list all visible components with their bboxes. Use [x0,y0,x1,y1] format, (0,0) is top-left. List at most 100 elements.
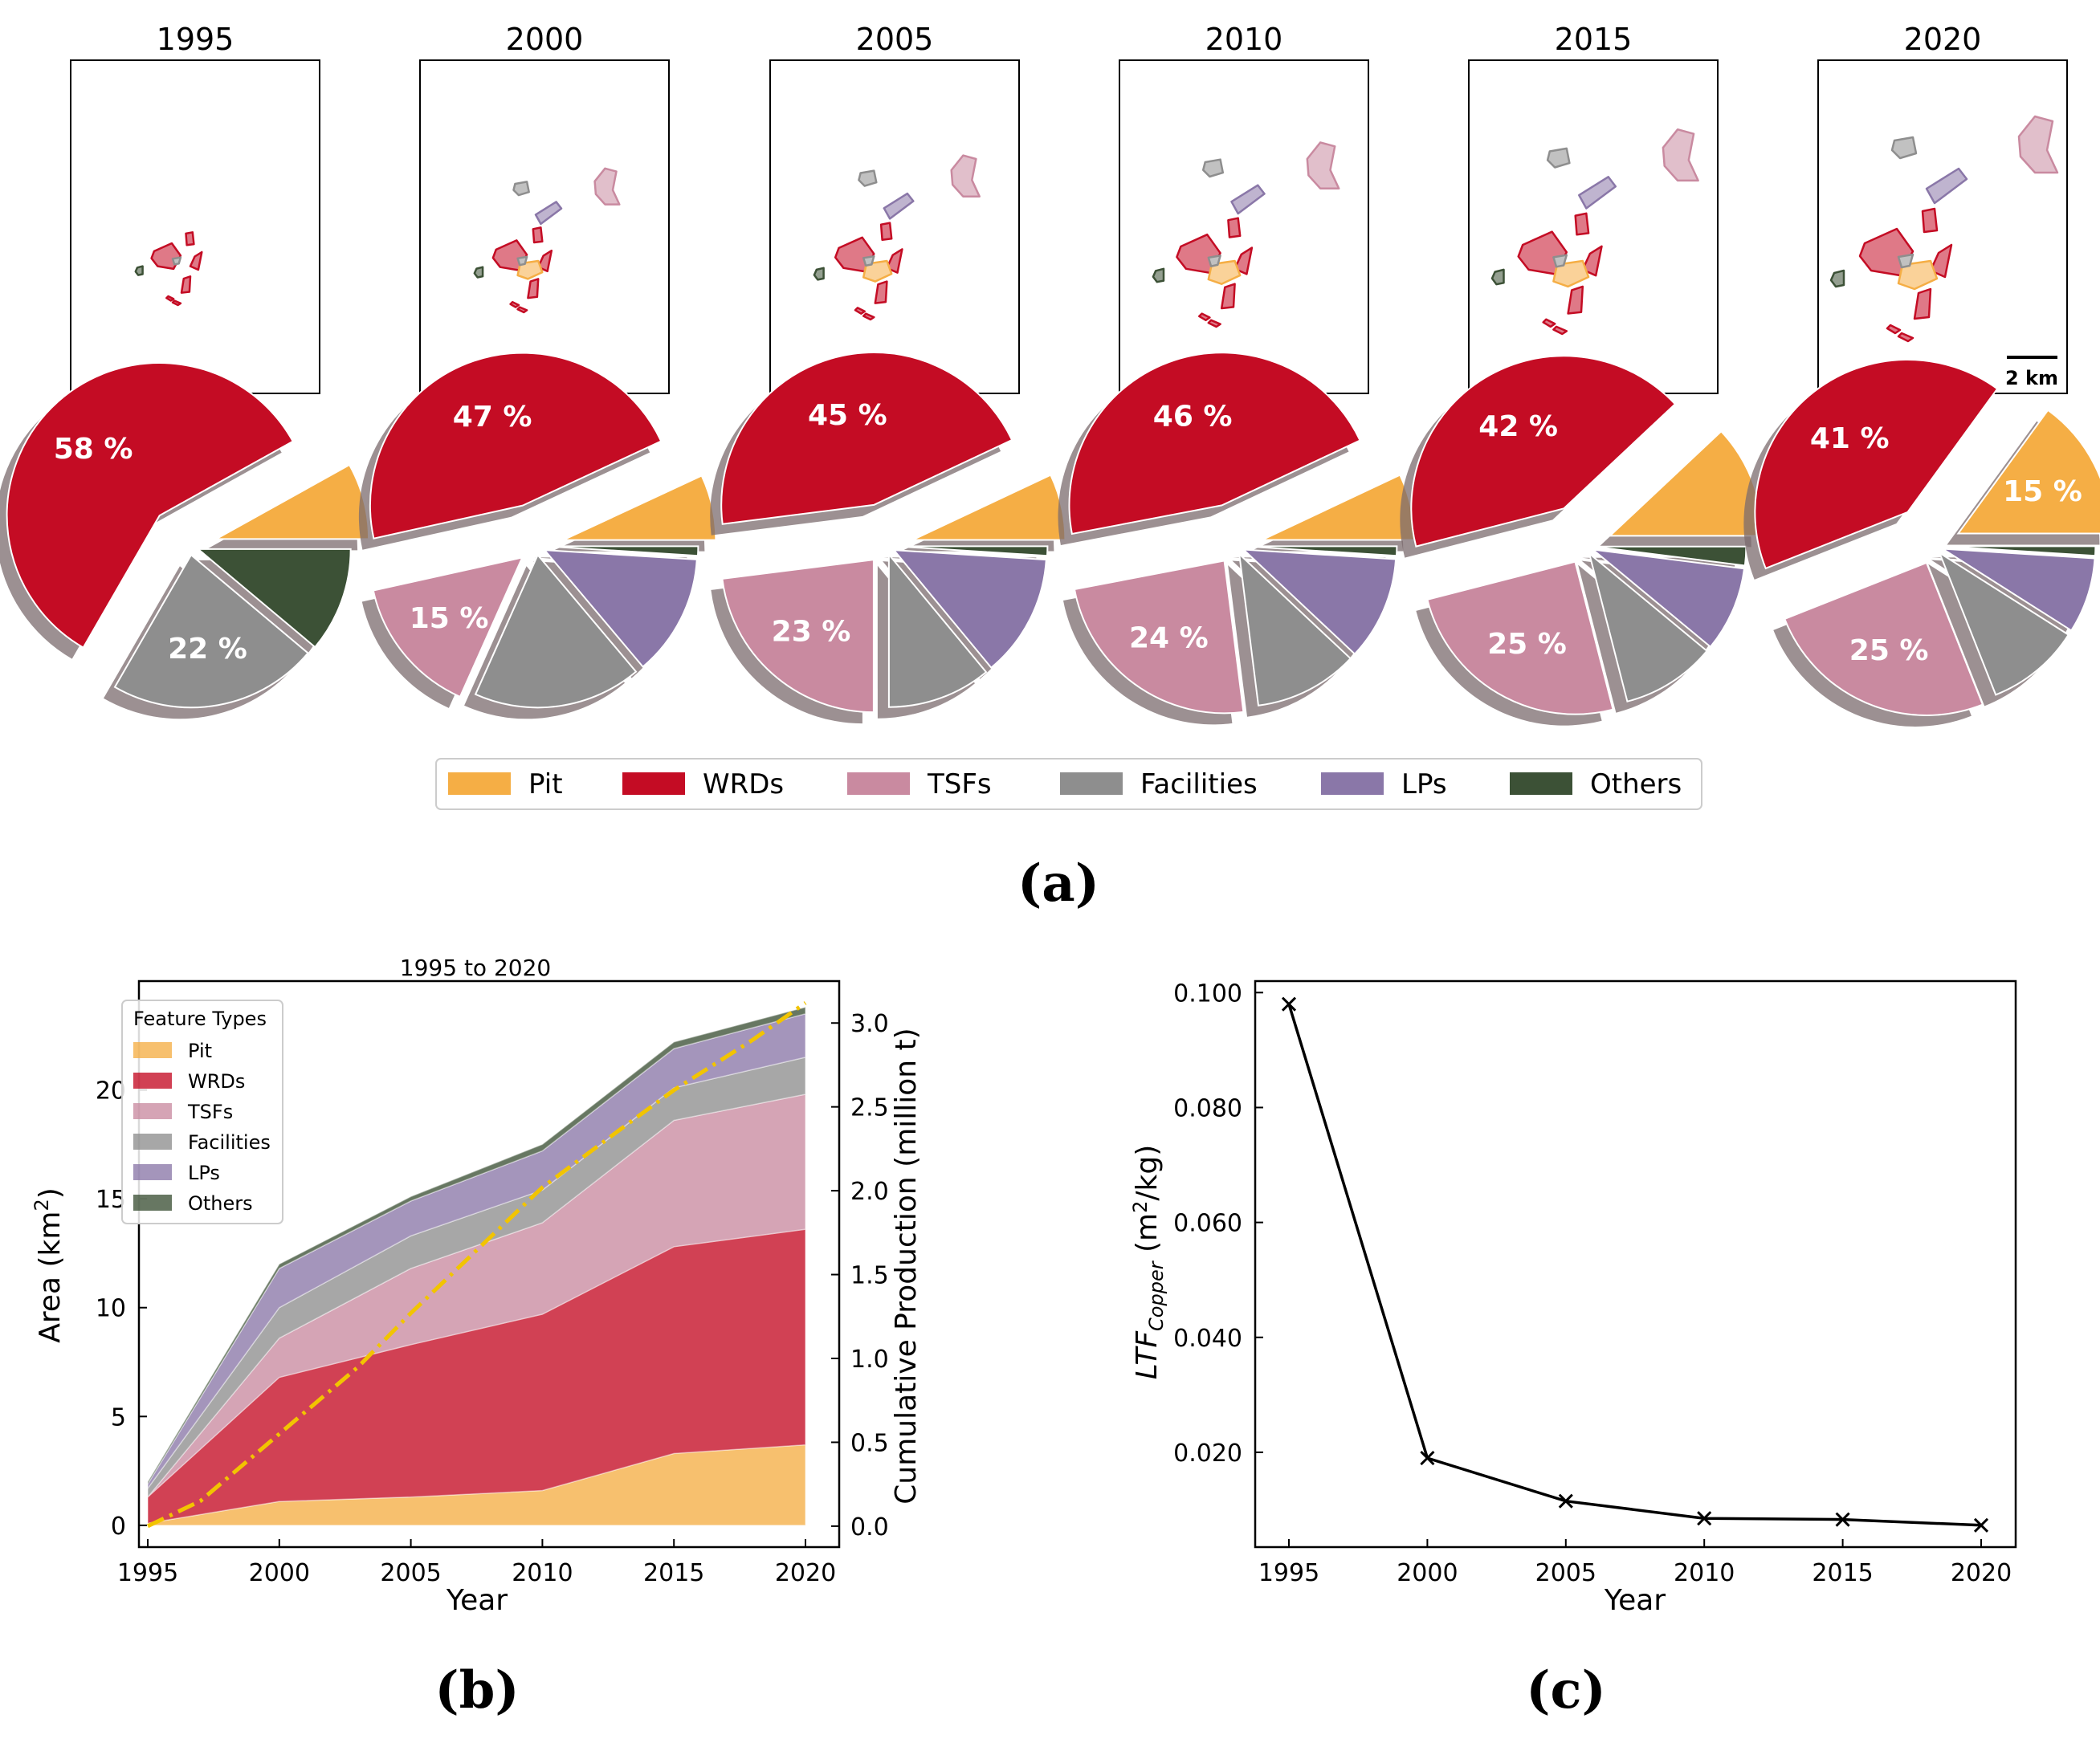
map-2015: 2015 [1468,22,1719,394]
map-feature-facilities [516,255,528,267]
pie-slice-lps [1942,548,2096,632]
pie-slice-wrds [720,351,1013,525]
chart-b-ylabel-right: Cumulative Production (million t) [890,1028,923,1504]
map-1995: 1995 [70,22,320,394]
map-feature-wrds [1929,243,1953,279]
chart-b-production [146,1001,807,1529]
map-feature-lps [1925,167,1968,205]
x-tick-label: 1995 [117,1559,178,1587]
legend-a: Pit WRDs TSFs Facilities LPs Others [435,758,1702,810]
ltf-marker-stroke [1973,1517,1989,1533]
pie-slice-others [545,545,699,557]
ltf-marker [1835,1512,1850,1527]
map-year-label: 2010 [1205,22,1283,57]
scale-bar-label: 2 km [2005,367,2058,389]
legend-a-swatch [847,772,910,795]
ylabel-left-end: ) [34,1187,67,1199]
legend-a-item-tsfs: TSFs [847,768,992,800]
map-feature-wrds [879,222,893,241]
y-tick-label-right: 2.5 [850,1094,889,1122]
pie-1995: 58 % 22 % [0,362,370,719]
y-tick-label-right: 3.0 [850,1010,889,1038]
area-tsfs [147,1093,806,1498]
chart-b-areas [147,1006,806,1526]
map-feature-wrds [854,307,866,315]
map-feature-wrds [1220,283,1236,310]
pie-slice-wrds [1410,355,1677,548]
pie-slice-wrds [1754,359,1999,570]
chart-b-legend-item-wrds: WRDs [133,1070,245,1093]
pie-label-pit: 15 % [2003,475,2082,508]
x-tick-label: 2020 [775,1559,836,1587]
panel-c: 1995 2000 2005 2010 2015 2020 0.020 0.040 0.060 0… [1129,979,2017,1721]
y-tick-label-right: 0.5 [850,1429,889,1457]
map-feature-others [134,265,144,276]
legend-a-item-others: Others [1510,768,1682,800]
legend-a-swatch [1060,772,1123,795]
map-feature-wrds [1581,245,1603,277]
legend-a-swatch [1321,772,1384,795]
chart-b-legend-label: WRDs [188,1070,245,1093]
map-2020: 2020 2 km [1817,22,2068,394]
pie-slice-facilities [474,553,638,709]
pie-slice-wrds [6,362,295,649]
chart-b-legend-item-pit: Pit [133,1040,212,1062]
map-feature-pit [1207,259,1242,285]
pies-row: 58 % 22 % 47 % 15 % 45 % 23 % 46 % 24 % 42 % 25 %… [0,351,2100,727]
pie-slice-tsfs [372,556,524,698]
legend-a-item-wrds: WRDs [622,768,784,800]
map-feature-wrds [862,312,875,321]
legend-a-label: LPs [1401,768,1447,800]
map-feature-wrds [1886,324,1902,335]
chart-b-legend-item-tsfs: TSFs [133,1101,233,1123]
panel-a: 1995 2000 2005 2010 2015 2020 2 km 58 % 22 % 47 … [0,22,2100,914]
pie-slice-facilities [1588,551,1708,702]
chart-b-legend-swatch [133,1103,172,1119]
legend-a-swatch [1510,772,1572,795]
panel-label-b: (b) [434,1660,519,1721]
panel-b: 1995 to 2020 1995 2000 2005 2010 2015 2020051… [31,955,923,1721]
chart-b-xlabel: Year [446,1584,508,1617]
pie-slice-others [1244,545,1398,557]
ltf-line [1287,1004,1982,1527]
x-tick-label: 2000 [249,1559,310,1587]
pie-slice-pit [1956,409,2100,535]
y-tick-label-left: 20 [96,1077,126,1106]
pie-2005: 45 % 23 % [710,351,1066,724]
pie-slice-tsfs [1426,560,1614,715]
x-tick-label: 2005 [380,1559,441,1587]
pie-slice-lps [542,548,698,668]
legend-a-item-lps: LPs [1321,768,1447,800]
map-feature-facilities [512,181,530,197]
x-tick-label: 2000 [1397,1559,1458,1587]
x-tick-label: 2015 [643,1559,704,1587]
ltf-marker [1973,1517,1989,1533]
pie-label-wrds: 58 % [54,433,133,466]
map-feature-wrds [1542,318,1556,328]
y-tick-label: 0.040 [1173,1325,1242,1353]
pie-label-wrds: 45 % [808,399,887,432]
x-tick-label: 2010 [1674,1559,1735,1587]
x-tick-label: 2010 [512,1559,573,1587]
ylabel-sub: Copper [1145,1260,1168,1331]
map-year-label: 2000 [506,22,584,57]
pie-label-tsfs: 25 % [1487,628,1567,661]
pie-2015: 42 % 25 % [1400,355,1764,726]
legend-a-swatch [448,772,511,795]
map-feature-pit [862,259,893,283]
pie-slice-facilities [1938,551,2070,696]
map-frame [769,59,1020,394]
map-feature-wrds [180,275,192,294]
map-frame [419,59,670,394]
chart-b-legend-swatch [133,1164,172,1180]
pie-2010: 46 % 24 % [1058,352,1416,725]
pie-label-wrds: 41 % [1810,422,1890,455]
chart-b-legend-item-facilities: Facilities [133,1131,271,1154]
map-feature-others [1152,267,1165,283]
map-feature-wrds [189,250,203,271]
pie-slice-pit [562,474,717,541]
pie-label-tsfs: 25 % [1849,634,1929,667]
ylabel-unit: (m [1131,1213,1164,1262]
chart-b-legend-swatch [133,1042,172,1058]
